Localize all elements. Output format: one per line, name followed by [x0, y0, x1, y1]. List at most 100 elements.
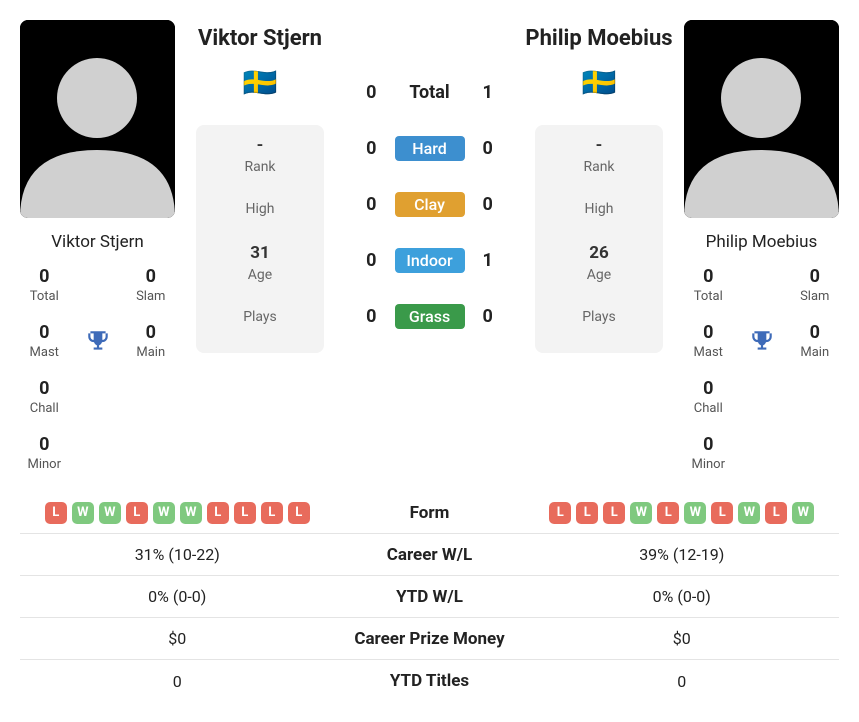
compare-right-value: $0 — [525, 629, 840, 648]
compare-row-label: YTD W/L — [335, 587, 525, 607]
p2-title-total: 0Total — [684, 266, 733, 304]
player1-form-chip[interactable]: L — [234, 502, 256, 524]
player1-form-chip[interactable]: L — [207, 502, 229, 524]
surface-pill-hard[interactable]: Hard — [395, 136, 465, 161]
player1-name-below: Viktor Stjern — [51, 232, 144, 252]
h2h-clay-right: 0 — [469, 194, 515, 215]
compare-left-value: 0 — [20, 672, 335, 691]
h2h-total-label: Total — [391, 82, 469, 103]
player1-form-chip[interactable]: W — [153, 502, 175, 524]
player1-info-col: Viktor Stjern 🇸🇪 - Rank High 31 Age Plays — [185, 20, 335, 353]
h2h-center-col: 0 Total 1 0Hard00Clay00Indoor10Grass0 — [345, 20, 514, 344]
h2h-surface-row-clay: 0Clay0 — [345, 176, 514, 232]
h2h-indoor-right: 1 — [469, 250, 515, 271]
h2h-total-row: 0 Total 1 — [345, 64, 514, 120]
p2-title-minor: 0Minor — [684, 434, 733, 472]
compare-right-value: 0 — [525, 672, 840, 691]
h2h-indoor-left: 0 — [345, 250, 391, 271]
h2h-grass-left: 0 — [345, 306, 391, 327]
compare-right-value: 0% (0-0) — [525, 587, 840, 606]
p2-title-chall: 0Chall — [684, 378, 733, 416]
compare-form-label: Form — [335, 503, 525, 523]
comparison-table: LWWLWWLLLL Form LLLWLWLWLW 31% (10-22)Ca… — [20, 492, 839, 702]
player1-form-chip[interactable]: W — [72, 502, 94, 524]
p2-age-label: Age — [587, 267, 611, 283]
player2-name-heading[interactable]: Philip Moebius — [525, 26, 672, 51]
p1-age-value: 31 — [248, 243, 272, 263]
p2-age-value: 26 — [587, 243, 611, 263]
player2-form-chip[interactable]: L — [765, 502, 787, 524]
player2-name-below: Philip Moebius — [706, 232, 818, 252]
compare-row-label: Career Prize Money — [335, 629, 525, 649]
p1-age-label: Age — [248, 267, 272, 283]
h2h-surface-row-indoor: 0Indoor1 — [345, 232, 514, 288]
p1-title-total: 0Total — [20, 266, 69, 304]
player2-form-chip[interactable]: L — [576, 502, 598, 524]
player2-form-chip[interactable]: W — [738, 502, 760, 524]
player2-flag-icon: 🇸🇪 — [582, 69, 617, 97]
p1-title-slam: 0Slam — [127, 266, 176, 304]
player1-form-strip: LWWLWWLLLL — [20, 502, 335, 524]
player2-form-chip[interactable]: L — [549, 502, 571, 524]
player1-avatar — [20, 20, 175, 218]
compare-left-value: 31% (10-22) — [20, 545, 335, 564]
p2-title-slam: 0Slam — [791, 266, 840, 304]
player1-form-chip[interactable]: L — [288, 502, 310, 524]
player2-form-chip[interactable]: L — [603, 502, 625, 524]
player2-info-col: Philip Moebius 🇸🇪 -Rank High 26Age Plays — [524, 20, 674, 353]
compare-row: 0YTD Titles0 — [20, 660, 839, 702]
player2-stat-card: -Rank High 26Age Plays — [535, 125, 663, 353]
player1-stat-card: - Rank High 31 Age Plays — [196, 125, 324, 353]
avatar-placeholder-icon — [20, 20, 175, 218]
player1-card: Viktor Stjern 0Total 0Slam 0Mast 0Main 0… — [20, 20, 175, 472]
player2-avatar — [684, 20, 839, 218]
p1-high-label: High — [246, 201, 275, 217]
player2-form-chip[interactable]: L — [711, 502, 733, 524]
p1-rank-label: Rank — [244, 159, 275, 175]
h2h-grass-right: 0 — [469, 306, 515, 327]
p1-title-mast: 0Mast — [20, 322, 69, 360]
player1-form-chip[interactable]: L — [45, 502, 67, 524]
p2-plays-label: Plays — [582, 309, 616, 325]
p2-rank-value: - — [583, 135, 614, 155]
compare-right-value: 39% (12-19) — [525, 545, 840, 564]
p2-title-main: 0Main — [791, 322, 840, 360]
compare-form-row: LWWLWWLLLL Form LLLWLWLWLW — [20, 492, 839, 534]
player2-form-chip[interactable]: W — [792, 502, 814, 524]
player2-card: Philip Moebius 0Total 0Slam 0Mast 0Main … — [684, 20, 839, 472]
p1-title-minor: 0Minor — [20, 434, 69, 472]
top-section: Viktor Stjern 0Total 0Slam 0Mast 0Main 0… — [20, 20, 839, 472]
compare-row: 0% (0-0)YTD W/L0% (0-0) — [20, 576, 839, 618]
player1-titles: 0Total 0Slam 0Mast 0Main 0Chall 0Minor — [20, 266, 175, 472]
surface-pill-grass[interactable]: Grass — [395, 304, 465, 329]
h2h-surface-row-hard: 0Hard0 — [345, 120, 514, 176]
h2h-total-right: 1 — [469, 82, 515, 103]
p2-rank-label: Rank — [583, 159, 614, 175]
avatar-placeholder-icon — [684, 20, 839, 218]
h2h-surface-row-grass: 0Grass0 — [345, 288, 514, 344]
compare-row: 31% (10-22)Career W/L39% (12-19) — [20, 534, 839, 576]
player1-name-heading[interactable]: Viktor Stjern — [198, 26, 322, 51]
p1-plays-label: Plays — [243, 309, 277, 325]
player1-flag-icon: 🇸🇪 — [243, 69, 278, 97]
player1-form-chip[interactable]: L — [261, 502, 283, 524]
player1-form-chip[interactable]: L — [126, 502, 148, 524]
compare-row-label: YTD Titles — [335, 671, 525, 691]
p2-title-mast: 0Mast — [684, 322, 733, 360]
surface-pill-indoor[interactable]: Indoor — [395, 248, 465, 273]
player2-titles: 0Total 0Slam 0Mast 0Main 0Chall 0Minor — [684, 266, 839, 472]
player2-form-chip[interactable]: L — [657, 502, 679, 524]
h2h-total-left: 0 — [345, 82, 391, 103]
player1-form-chip[interactable]: W — [99, 502, 121, 524]
p1-title-main: 0Main — [127, 322, 176, 360]
trophy-icon — [69, 328, 127, 354]
player2-form-chip[interactable]: W — [684, 502, 706, 524]
player1-form-chip[interactable]: W — [180, 502, 202, 524]
compare-left-value: $0 — [20, 629, 335, 648]
surface-pill-clay[interactable]: Clay — [395, 192, 465, 217]
player2-form-chip[interactable]: W — [630, 502, 652, 524]
compare-row: $0Career Prize Money$0 — [20, 618, 839, 660]
p1-title-chall: 0Chall — [20, 378, 69, 416]
h2h-hard-left: 0 — [345, 138, 391, 159]
p1-rank-value: - — [244, 135, 275, 155]
